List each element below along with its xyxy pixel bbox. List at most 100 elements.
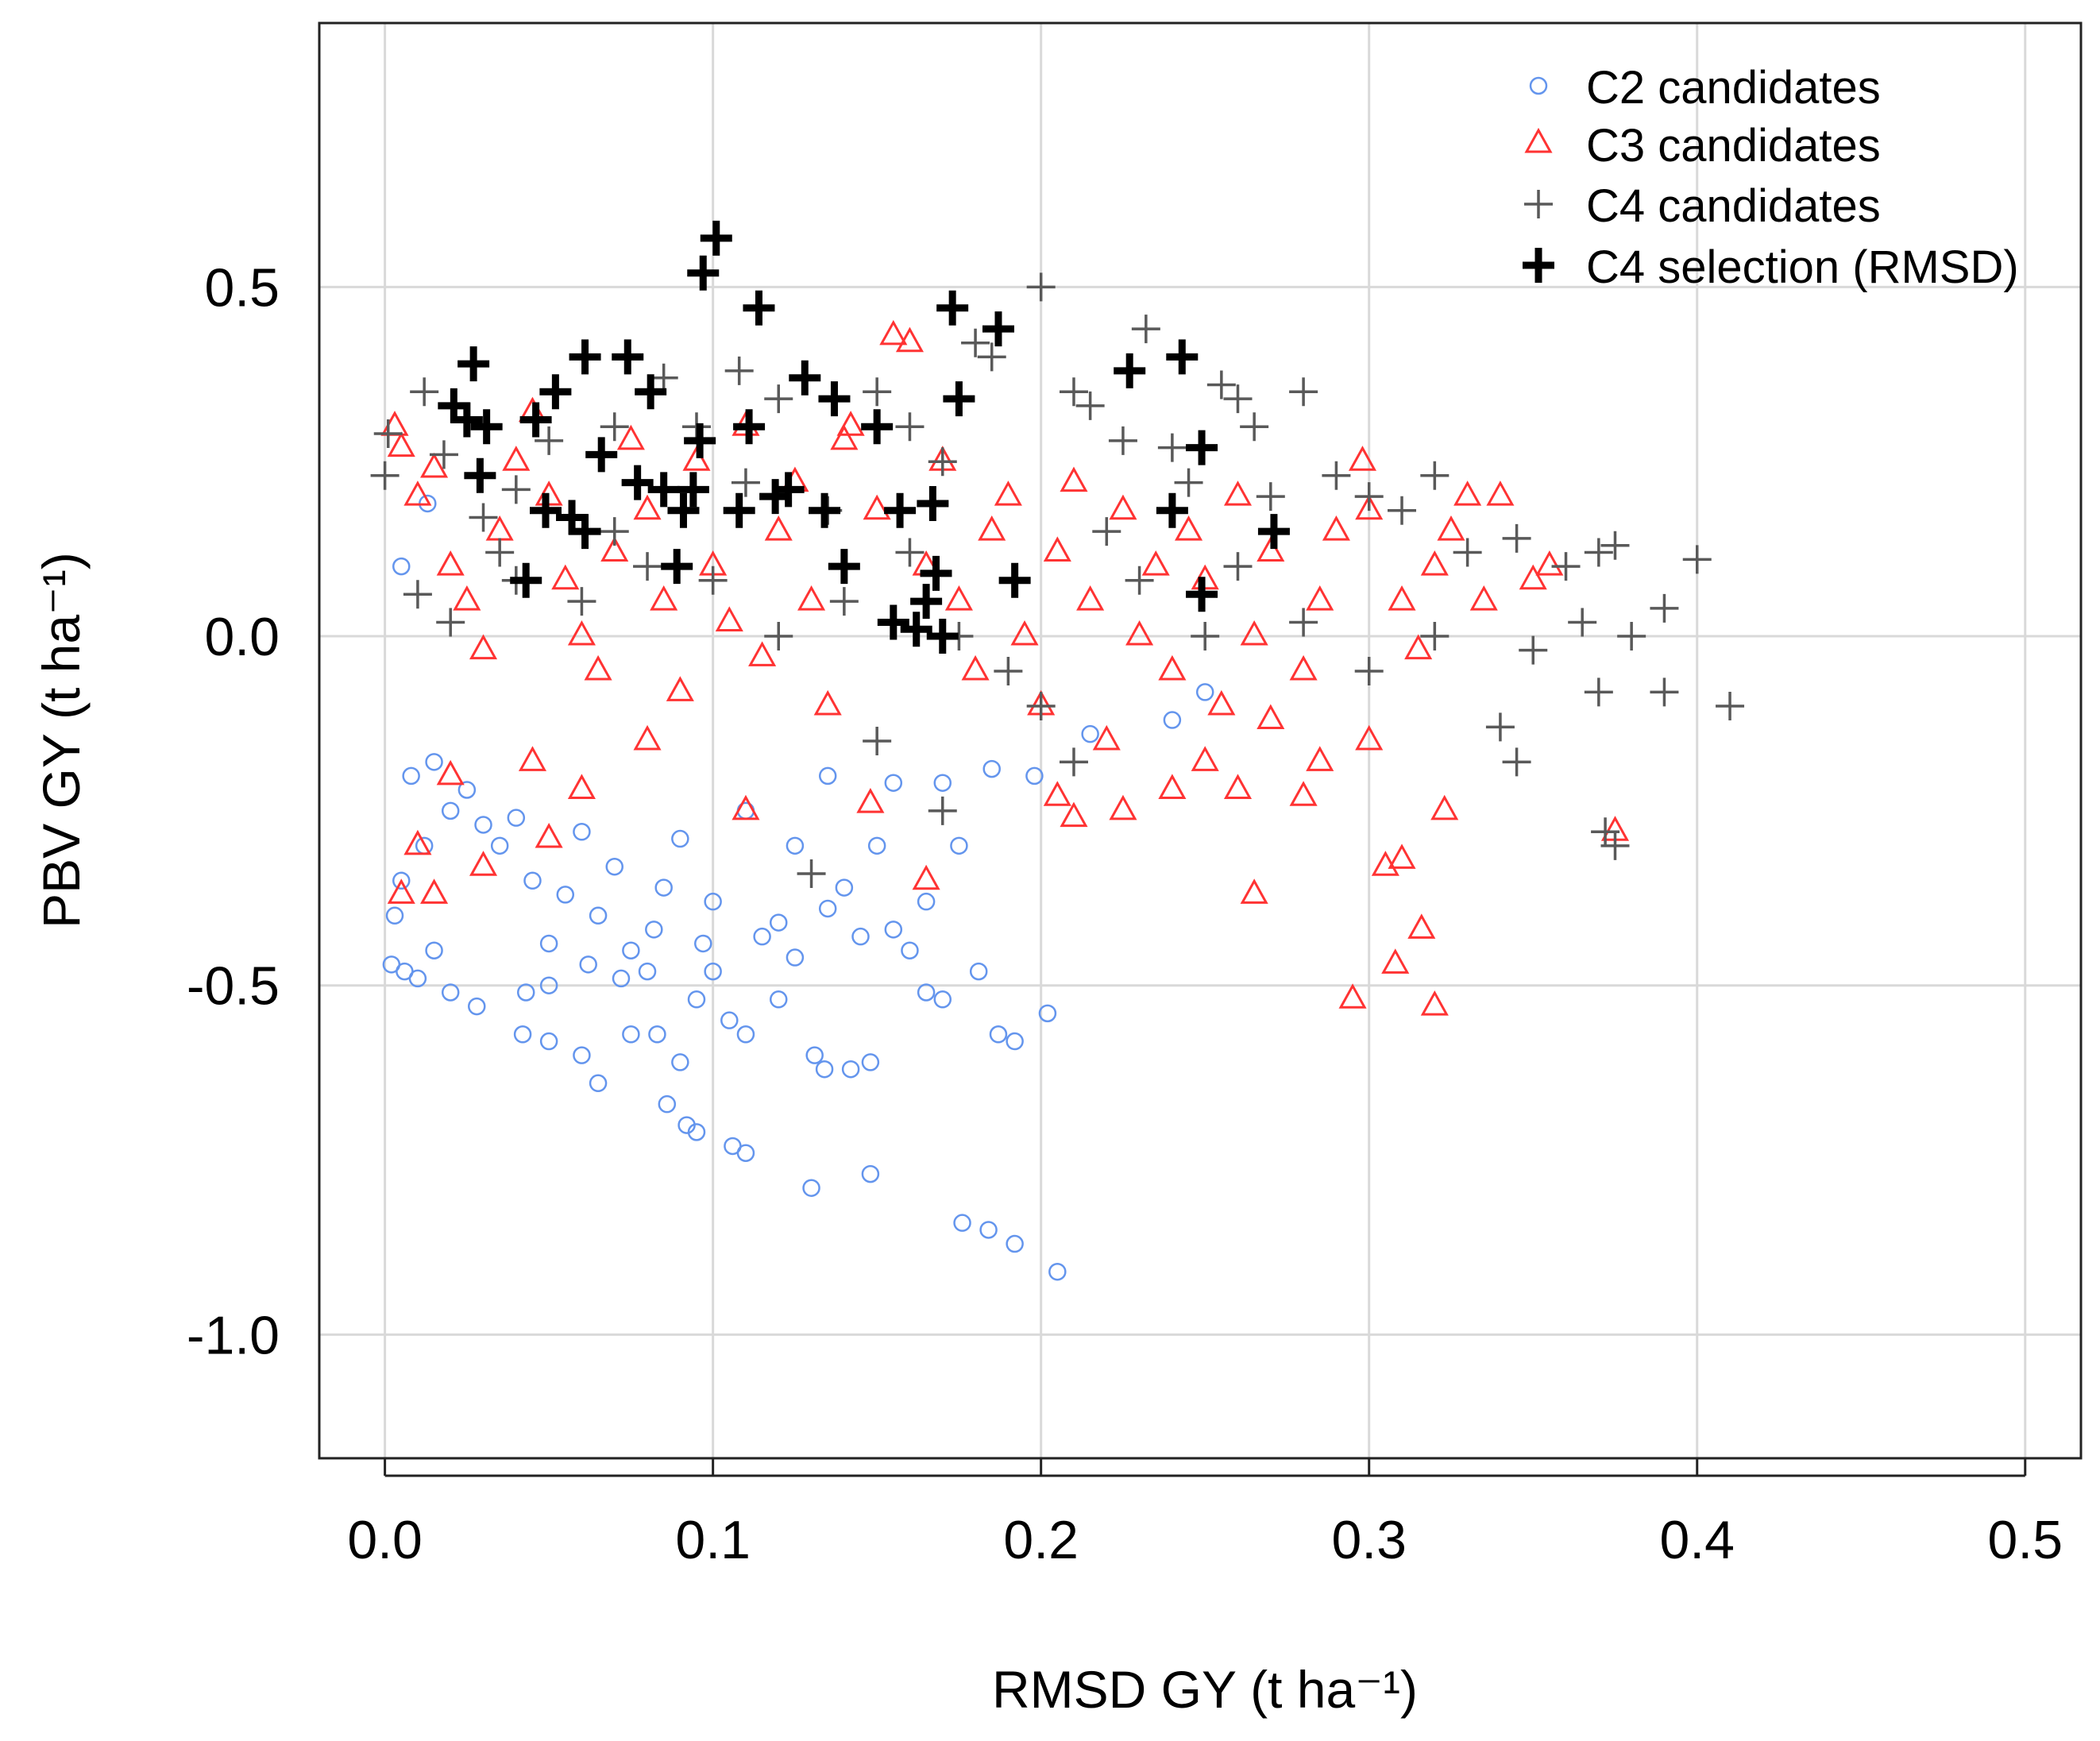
- c4-candidate-point: [485, 538, 515, 567]
- c3-candidate-point: [1469, 585, 1498, 611]
- c4-candidate-point: [1174, 468, 1203, 497]
- c3-candidate-point: [567, 774, 596, 799]
- c4-selection-point: [809, 492, 841, 528]
- c4-selection-point: [998, 562, 1031, 598]
- c2-candidate-point: [720, 1011, 739, 1029]
- c4-candidate-point: [1502, 523, 1531, 553]
- c3-candidate-point: [994, 481, 1022, 506]
- c4-selection-point: [457, 346, 490, 382]
- c2-candidate-point: [818, 766, 837, 786]
- series-c2-candidate: [382, 494, 1214, 1281]
- y-tick-label: 0.0: [204, 607, 280, 667]
- c2-candidate-point: [645, 921, 663, 939]
- c4-candidate-point: [1131, 315, 1160, 344]
- c2-candidate-point: [474, 816, 492, 834]
- c4-candidate-point: [1600, 531, 1630, 560]
- legend-label: C4 selection (RMSD): [1586, 241, 2019, 293]
- c2-candidate-point: [736, 1144, 755, 1162]
- c2-candidate-point: [1081, 724, 1099, 743]
- c3-candidate-point: [436, 550, 465, 576]
- c3-candidate-point: [584, 654, 612, 681]
- c4-candidate-point: [1206, 370, 1236, 400]
- c2-candidate-point: [1163, 711, 1182, 729]
- legend: C2 candidates C3 candidates C4 candidates C…: [1523, 62, 2019, 293]
- c3-candidate-point: [567, 620, 596, 646]
- c2-candidate-point: [805, 1046, 824, 1064]
- c3-candidate-point: [961, 654, 990, 681]
- c3-candidate-point: [387, 431, 415, 457]
- c3-candidate-point: [485, 515, 514, 541]
- c2-candidate-point: [901, 941, 919, 959]
- c4-candidate-point: [1485, 712, 1515, 742]
- c2-candidate-point: [769, 913, 788, 932]
- c4-candidate-point: [863, 377, 892, 407]
- c2-candidate-point: [425, 753, 443, 771]
- c4-candidate-point: [633, 552, 662, 581]
- y-tick-label: -1.0: [187, 1305, 280, 1365]
- legend-marker-c3-candidate: [1524, 127, 1553, 153]
- c2-candidate-point: [605, 857, 623, 876]
- c4-candidate-point: [1453, 538, 1482, 567]
- x-axis-title: RMSD GY (t ha⁻¹): [992, 1660, 1418, 1719]
- c2-candidate-point: [917, 983, 936, 1002]
- c3-candidate-point: [1125, 620, 1154, 646]
- c4-candidate-point: [977, 342, 1006, 372]
- c4-candidate-point: [429, 440, 458, 469]
- c4-candidate-point: [1650, 677, 1679, 707]
- c4-candidate-point: [1568, 608, 1597, 637]
- c3-candidate-point: [1355, 724, 1384, 751]
- c3-candidate-point: [1420, 990, 1449, 1016]
- c3-candidate-point: [1371, 851, 1399, 876]
- c3-candidate-point: [633, 494, 662, 520]
- c4-candidate-point: [928, 796, 957, 825]
- c3-candidate-point: [1420, 550, 1449, 576]
- c4-candidate-point: [797, 859, 826, 889]
- c4-candidate-point: [410, 377, 439, 407]
- c2-candidate-point: [573, 823, 591, 841]
- c4-candidate-point: [370, 461, 400, 490]
- c4-candidate-point: [1354, 657, 1384, 686]
- c4-selection-point: [585, 437, 618, 473]
- c4-selection-point: [667, 492, 700, 528]
- c4-candidate-point: [403, 580, 432, 609]
- c3-candidate-point: [732, 794, 760, 820]
- c4-selection-point: [828, 549, 860, 585]
- c3-candidate-point: [380, 411, 409, 436]
- c4-selection-point: [1186, 430, 1218, 465]
- c2-candidate-point: [392, 871, 411, 890]
- c3-candidate-point: [1076, 585, 1105, 611]
- c3-candidate-point: [715, 606, 743, 631]
- c3-candidate-point: [1174, 515, 1203, 541]
- c4-candidate-point: [1240, 412, 1269, 442]
- c3-candidate-point: [616, 424, 645, 450]
- c2-candidate-point: [786, 836, 805, 855]
- c4-selection-point: [900, 612, 932, 647]
- c4-candidate-point: [764, 622, 793, 651]
- c2-candidate-point: [612, 969, 631, 988]
- c3-candidate-point: [764, 515, 793, 541]
- c3-candidate-point: [1486, 481, 1515, 506]
- c4-selection-point: [723, 492, 755, 528]
- c4-selection-point: [920, 555, 952, 591]
- c2-candidate-point: [867, 836, 886, 855]
- c3-candidate-point: [1338, 983, 1367, 1009]
- plot-frame: [318, 21, 2083, 1460]
- c4-candidate-point: [829, 587, 859, 616]
- c4-selection-point: [519, 402, 552, 438]
- c4-candidate-point: [1716, 691, 1745, 720]
- x-tick-label: 0.4: [1659, 1510, 1735, 1570]
- c4-selection-point: [789, 360, 821, 396]
- c2-candidate-point: [671, 829, 689, 848]
- c2-candidate-point: [861, 1164, 880, 1183]
- c3-candidate-point: [1257, 536, 1285, 562]
- c3-candidate-point: [813, 689, 842, 716]
- c2-candidate-point: [513, 1025, 532, 1044]
- legend-label: C3 candidates: [1586, 120, 1881, 172]
- c4-selection-point: [510, 562, 542, 598]
- c3-candidate-point: [1306, 585, 1334, 611]
- c2-candidate-point: [802, 1179, 820, 1197]
- c2-candidate-point: [884, 921, 903, 939]
- c4-candidate-point: [1584, 677, 1613, 707]
- c2-candidate-point: [573, 1046, 591, 1064]
- c4-candidate-point: [1354, 482, 1384, 511]
